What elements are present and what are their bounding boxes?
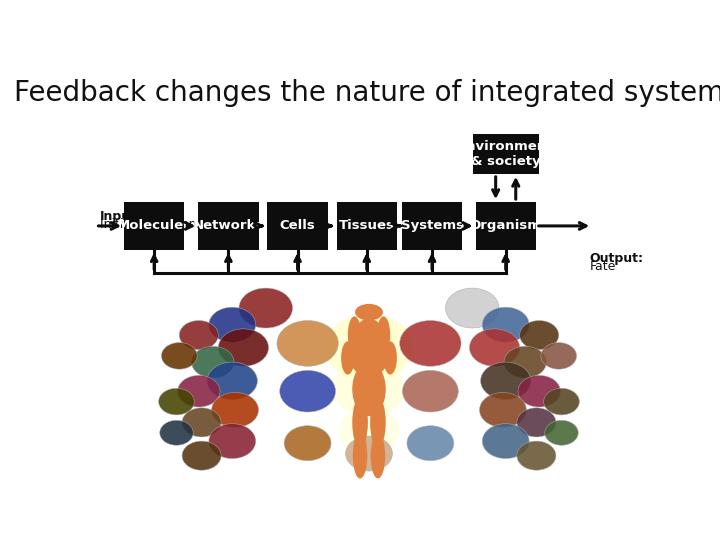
Circle shape — [179, 321, 218, 349]
Circle shape — [518, 375, 560, 407]
Circle shape — [277, 321, 338, 366]
Circle shape — [482, 424, 529, 458]
Circle shape — [182, 408, 221, 437]
Circle shape — [209, 307, 256, 342]
Circle shape — [324, 314, 413, 381]
Circle shape — [346, 436, 392, 471]
Circle shape — [209, 424, 256, 458]
Circle shape — [402, 370, 458, 412]
Circle shape — [517, 441, 556, 470]
Text: Systems: Systems — [400, 219, 464, 232]
Circle shape — [161, 342, 197, 369]
Circle shape — [178, 375, 220, 407]
Circle shape — [541, 342, 577, 369]
Ellipse shape — [341, 341, 354, 375]
FancyBboxPatch shape — [473, 134, 539, 174]
Ellipse shape — [352, 362, 386, 416]
Ellipse shape — [353, 433, 367, 478]
Circle shape — [481, 362, 531, 400]
Text: Fate: Fate — [590, 260, 616, 273]
Circle shape — [280, 370, 336, 412]
Circle shape — [338, 408, 400, 454]
Text: Input:: Input: — [100, 210, 142, 223]
FancyBboxPatch shape — [476, 202, 536, 250]
FancyBboxPatch shape — [198, 202, 258, 250]
Ellipse shape — [370, 397, 386, 447]
FancyBboxPatch shape — [124, 202, 184, 250]
Circle shape — [284, 426, 331, 461]
Ellipse shape — [348, 316, 361, 354]
Circle shape — [469, 329, 520, 366]
FancyBboxPatch shape — [337, 202, 397, 250]
Ellipse shape — [355, 304, 383, 321]
Circle shape — [333, 362, 405, 416]
Circle shape — [192, 346, 234, 378]
Text: Organism: Organism — [469, 219, 541, 232]
Circle shape — [239, 288, 292, 328]
Circle shape — [407, 426, 454, 461]
Circle shape — [517, 408, 556, 437]
Circle shape — [480, 393, 526, 427]
Circle shape — [207, 362, 258, 400]
Text: Cells: Cells — [279, 219, 315, 232]
Text: Initial conditions: Initial conditions — [100, 218, 203, 231]
Circle shape — [160, 420, 193, 445]
Circle shape — [520, 321, 559, 349]
Circle shape — [544, 388, 580, 415]
FancyBboxPatch shape — [402, 202, 462, 250]
Circle shape — [446, 288, 499, 328]
Text: Output:: Output: — [590, 252, 644, 265]
Text: Environment
& society: Environment & society — [458, 140, 554, 168]
Text: Tissues: Tissues — [339, 219, 395, 232]
Circle shape — [400, 321, 461, 366]
Text: Feedback changes the nature of integrated system: Feedback changes the nature of integrate… — [14, 79, 720, 107]
Circle shape — [504, 346, 546, 378]
Text: Networks: Networks — [193, 219, 264, 232]
Ellipse shape — [384, 341, 397, 375]
FancyBboxPatch shape — [267, 202, 328, 250]
Ellipse shape — [371, 433, 385, 478]
Ellipse shape — [348, 327, 390, 377]
Circle shape — [182, 441, 221, 470]
Circle shape — [482, 307, 529, 342]
Ellipse shape — [352, 397, 368, 447]
Circle shape — [212, 393, 258, 427]
Text: Molecules: Molecules — [117, 219, 192, 232]
Ellipse shape — [356, 319, 382, 343]
Ellipse shape — [377, 316, 390, 354]
Circle shape — [545, 420, 578, 445]
Circle shape — [218, 329, 269, 366]
Circle shape — [158, 388, 194, 415]
